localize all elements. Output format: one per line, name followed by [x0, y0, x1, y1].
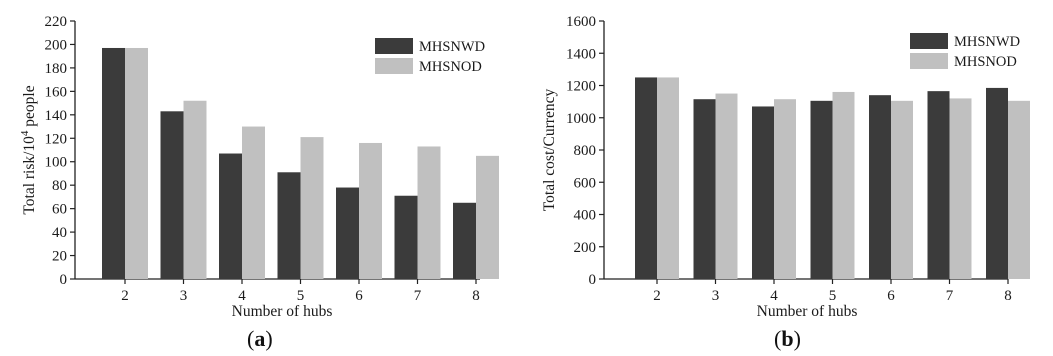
bar-mhsnod-6 — [359, 142, 382, 279]
bar-mhsnwd-2 — [635, 77, 657, 279]
chart-a: 0 20 40 60 80 100 120 140 160 180 200 220 2 3 4 5 6 7 8 Num… — [19, 14, 499, 320]
y-tick-label: 40 — [52, 225, 67, 241]
bar-mhsnod-8 — [1008, 100, 1030, 279]
legend-swatch-mhsnod — [910, 53, 948, 69]
x-tick-label: 5 — [829, 288, 837, 304]
bar-mhsnod-4 — [774, 99, 796, 279]
bar-mhsnwd-2 — [102, 47, 125, 279]
caption-a: (a) — [247, 326, 273, 351]
legend-label-mhsnwd: MHSNWD — [419, 39, 485, 55]
x-tick-label: 8 — [472, 288, 480, 304]
y-tick-label: 1200 — [566, 79, 596, 95]
y-tick-label: 1600 — [566, 14, 596, 30]
bar-mhsnod-5 — [300, 137, 324, 279]
y-tick-label: 160 — [45, 84, 68, 100]
y-tick-label: 0 — [60, 272, 68, 288]
bar-mhsnod-2 — [657, 77, 679, 279]
x-tick-label: 4 — [770, 288, 778, 304]
y-tick-label: 200 — [45, 37, 68, 53]
y-tick-label: 1400 — [566, 46, 596, 62]
y-tick-label: 60 — [52, 202, 67, 218]
bar-mhsnod-6 — [891, 100, 913, 279]
caption-b: (b) — [774, 326, 801, 351]
bar-mhsnod-7 — [417, 146, 441, 279]
bar-mhsnwd-6 — [869, 95, 891, 279]
legend-swatch-mhsnwd — [375, 38, 413, 54]
bar-mhsnod-7 — [949, 98, 972, 280]
bar-mhsnwd-3 — [160, 111, 184, 279]
y-tick-label: 800 — [574, 143, 597, 159]
bar-mhsnwd-5 — [277, 172, 301, 279]
bar-mhsnwd-4 — [752, 106, 774, 280]
bar-mhsnwd-5 — [810, 100, 833, 279]
x-axis-label: Number of hubs — [757, 303, 858, 320]
chart-b: 0 200 400 600 800 1000 1200 1400 1600 2 3 4 5 6 7 8 Numb… — [541, 14, 1030, 320]
legend-swatch-mhsnwd — [910, 33, 948, 49]
y-axis-label: Total risk/104 people — [19, 85, 38, 214]
y-tick-label: 100 — [45, 155, 68, 171]
y-tick-label: 200 — [574, 240, 597, 256]
y-tick-label: 600 — [574, 175, 597, 191]
y-tick-label: 220 — [45, 14, 68, 30]
y-tick-label: 0 — [589, 272, 597, 288]
x-tick-label: 5 — [297, 288, 305, 304]
bar-mhsnwd-7 — [927, 91, 950, 279]
bar-mhsnod-5 — [832, 91, 855, 279]
bar-mhsnod-2 — [125, 47, 148, 279]
bar-mhsnod-3 — [183, 100, 207, 279]
bar-mhsnod-8 — [476, 155, 499, 279]
bar-mhsnod-4 — [242, 126, 265, 279]
y-tick-label: 140 — [45, 108, 68, 124]
bar-mhsnwd-7 — [394, 195, 418, 279]
y-axis-label: Total cost/Currency — [541, 89, 558, 212]
bar-mhsnwd-3 — [693, 99, 716, 279]
y-tick-label: 80 — [52, 178, 67, 194]
y-tick-label: 180 — [45, 61, 68, 77]
x-tick-label: 3 — [712, 288, 720, 304]
x-tick-label: 2 — [653, 288, 661, 304]
bar-mhsnwd-6 — [336, 187, 359, 279]
x-tick-label: 6 — [887, 288, 895, 304]
bar-mhsnwd-8 — [453, 202, 476, 279]
x-tick-label: 8 — [1004, 288, 1012, 304]
x-axis-label: Number of hubs — [232, 303, 333, 320]
legend-swatch-mhsnod — [375, 58, 413, 74]
bar-mhsnwd-4 — [219, 153, 242, 279]
x-tick-label: 6 — [355, 288, 363, 304]
bar-mhsnod-3 — [715, 93, 738, 279]
y-tick-label: 1000 — [566, 111, 596, 127]
bar-mhsnwd-8 — [986, 87, 1008, 279]
x-tick-label: 7 — [414, 288, 422, 304]
y-tick-label: 400 — [574, 208, 597, 224]
x-tick-label: 7 — [946, 288, 954, 304]
x-tick-label: 2 — [121, 288, 129, 304]
legend-label-mhsnod: MHSNOD — [419, 59, 482, 75]
x-tick-label: 3 — [180, 288, 188, 304]
legend-label-mhsnod: MHSNOD — [954, 54, 1017, 70]
y-tick-label: 120 — [45, 131, 68, 147]
x-tick-label: 4 — [238, 288, 246, 304]
legend-label-mhsnwd: MHSNWD — [954, 34, 1020, 50]
y-tick-label: 20 — [52, 249, 67, 265]
